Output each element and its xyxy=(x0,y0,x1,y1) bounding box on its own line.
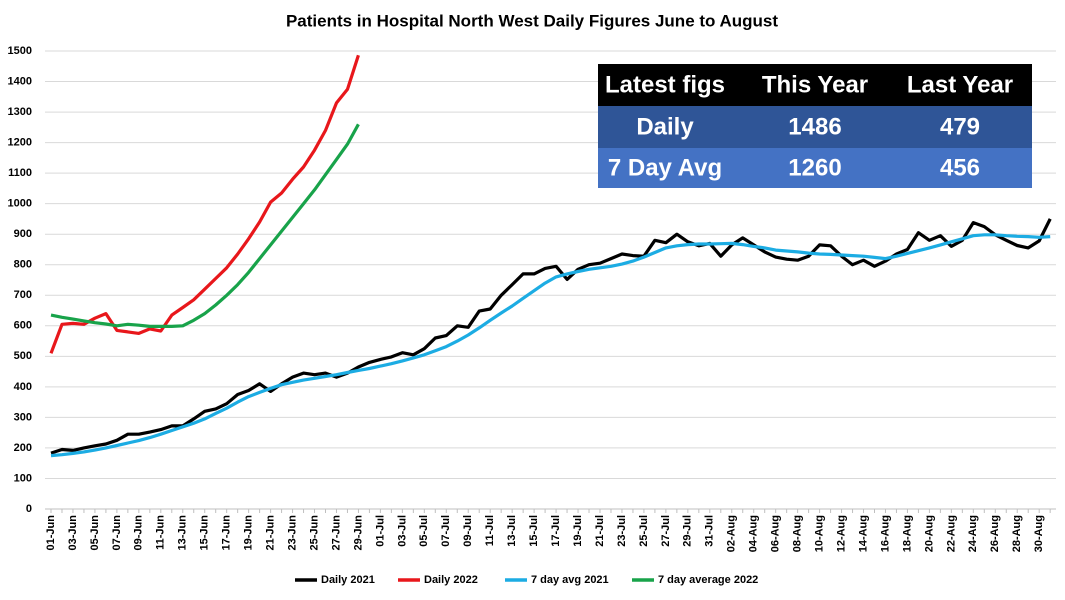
y-tick-label: 1000 xyxy=(8,198,32,210)
x-tick-label: 18-Aug xyxy=(901,515,913,552)
x-tick-label: 21-Jul xyxy=(594,515,606,547)
x-tick-label: 27-Jun xyxy=(330,515,342,551)
table-cell: 479 xyxy=(940,113,980,140)
x-tick-label: 13-Jul xyxy=(506,515,518,547)
table-row xyxy=(598,148,1032,188)
x-tick-label: 03-Jul xyxy=(396,515,408,547)
y-tick-label: 100 xyxy=(14,472,32,484)
x-tick-label: 05-Jul xyxy=(418,515,430,547)
y-tick-label: 1300 xyxy=(8,106,32,118)
legend-label: Daily 2022 xyxy=(424,574,478,586)
table-cell: Daily xyxy=(636,113,694,140)
table-cell: 1486 xyxy=(788,113,841,140)
x-tick-label: 29-Jul xyxy=(682,515,694,547)
table-cell: 456 xyxy=(940,154,980,181)
x-tick-label: 17-Jul xyxy=(550,515,562,547)
table-cell: Last Year xyxy=(907,71,1013,98)
x-tick-label: 22-Aug xyxy=(945,515,957,552)
series-line xyxy=(50,123,360,328)
x-tick-label: 03-Jun xyxy=(67,515,79,551)
x-tick-label: 16-Aug xyxy=(879,515,891,552)
x-tick-label: 30-Aug xyxy=(1033,515,1045,552)
x-tick-label: 11-Jun xyxy=(155,515,167,550)
x-tick-label: 15-Jun xyxy=(199,515,211,551)
y-tick-label: 200 xyxy=(14,442,32,454)
y-tick-label: 600 xyxy=(14,320,32,332)
x-tick-label: 23-Jul xyxy=(616,515,628,547)
x-tick-label: 12-Aug xyxy=(835,515,847,552)
legend-label: Daily 2021 xyxy=(321,574,375,586)
x-tick-label: 25-Jun xyxy=(308,515,320,551)
x-tick-label: 05-Jun xyxy=(89,515,101,551)
series-line xyxy=(50,218,1052,455)
table-row xyxy=(598,64,1032,106)
x-tick-label: 31-Jul xyxy=(704,515,716,547)
x-tick-label: 01-Jun xyxy=(45,515,57,551)
x-tick-label: 25-Jul xyxy=(638,515,650,547)
table-cell: This Year xyxy=(762,71,868,98)
x-tick-label: 14-Aug xyxy=(857,515,869,552)
x-tick-label: 07-Jul xyxy=(440,515,452,547)
x-tick-label: 01-Jul xyxy=(374,515,386,547)
x-tick-label: 21-Jun xyxy=(265,515,277,551)
x-tick-label: 13-Jun xyxy=(177,515,189,551)
series-line xyxy=(49,54,360,354)
x-tick-label: 29-Jun xyxy=(352,515,364,551)
y-tick-label: 400 xyxy=(14,381,32,393)
y-tick-label: 700 xyxy=(14,289,32,301)
table-cell: Latest figs xyxy=(605,71,725,98)
chart-title: Patients in Hospital North West Daily Fi… xyxy=(286,11,778,30)
x-tick-label: 19-Jul xyxy=(572,515,584,547)
x-tick-label: 28-Aug xyxy=(1011,515,1023,552)
x-tick-label: 17-Jun xyxy=(221,515,233,551)
table-cell: 1260 xyxy=(788,154,841,181)
y-tick-label: 0 xyxy=(26,503,32,515)
series-line xyxy=(50,233,1051,458)
x-tick-label: 10-Aug xyxy=(814,515,826,552)
y-tick-label: 500 xyxy=(14,350,32,362)
x-tick-label: 26-Aug xyxy=(989,515,1001,552)
legend-label: 7 day average 2022 xyxy=(658,574,758,586)
y-tick-label: 1500 xyxy=(8,45,32,57)
x-tick-label: 19-Jun xyxy=(243,515,255,551)
y-tick-label: 900 xyxy=(14,228,32,240)
y-tick-label: 1200 xyxy=(8,137,32,149)
x-tick-label: 15-Jul xyxy=(528,515,540,547)
x-tick-label: 20-Aug xyxy=(923,515,935,552)
y-tick-label: 1100 xyxy=(8,167,32,179)
y-tick-label: 800 xyxy=(14,259,32,271)
x-tick-label: 06-Aug xyxy=(770,515,782,552)
x-tick-label: 08-Aug xyxy=(792,515,804,552)
x-tick-label: 02-Aug xyxy=(726,515,738,552)
x-tick-label: 27-Jul xyxy=(660,515,672,547)
x-tick-label: 11-Jul xyxy=(484,515,496,546)
legend-label: 7 day avg 2021 xyxy=(531,574,609,586)
table-row xyxy=(598,106,1032,148)
x-tick-label: 09-Jul xyxy=(462,515,474,547)
x-tick-label: 09-Jun xyxy=(133,515,145,551)
x-tick-label: 07-Jun xyxy=(111,515,123,551)
x-tick-label: 23-Jun xyxy=(286,515,298,551)
table-cell: 7 Day Avg xyxy=(608,154,722,181)
x-tick-label: 04-Aug xyxy=(748,515,760,552)
x-tick-label: 24-Aug xyxy=(967,515,979,552)
y-tick-label: 300 xyxy=(14,411,32,423)
y-tick-label: 1400 xyxy=(8,75,32,87)
